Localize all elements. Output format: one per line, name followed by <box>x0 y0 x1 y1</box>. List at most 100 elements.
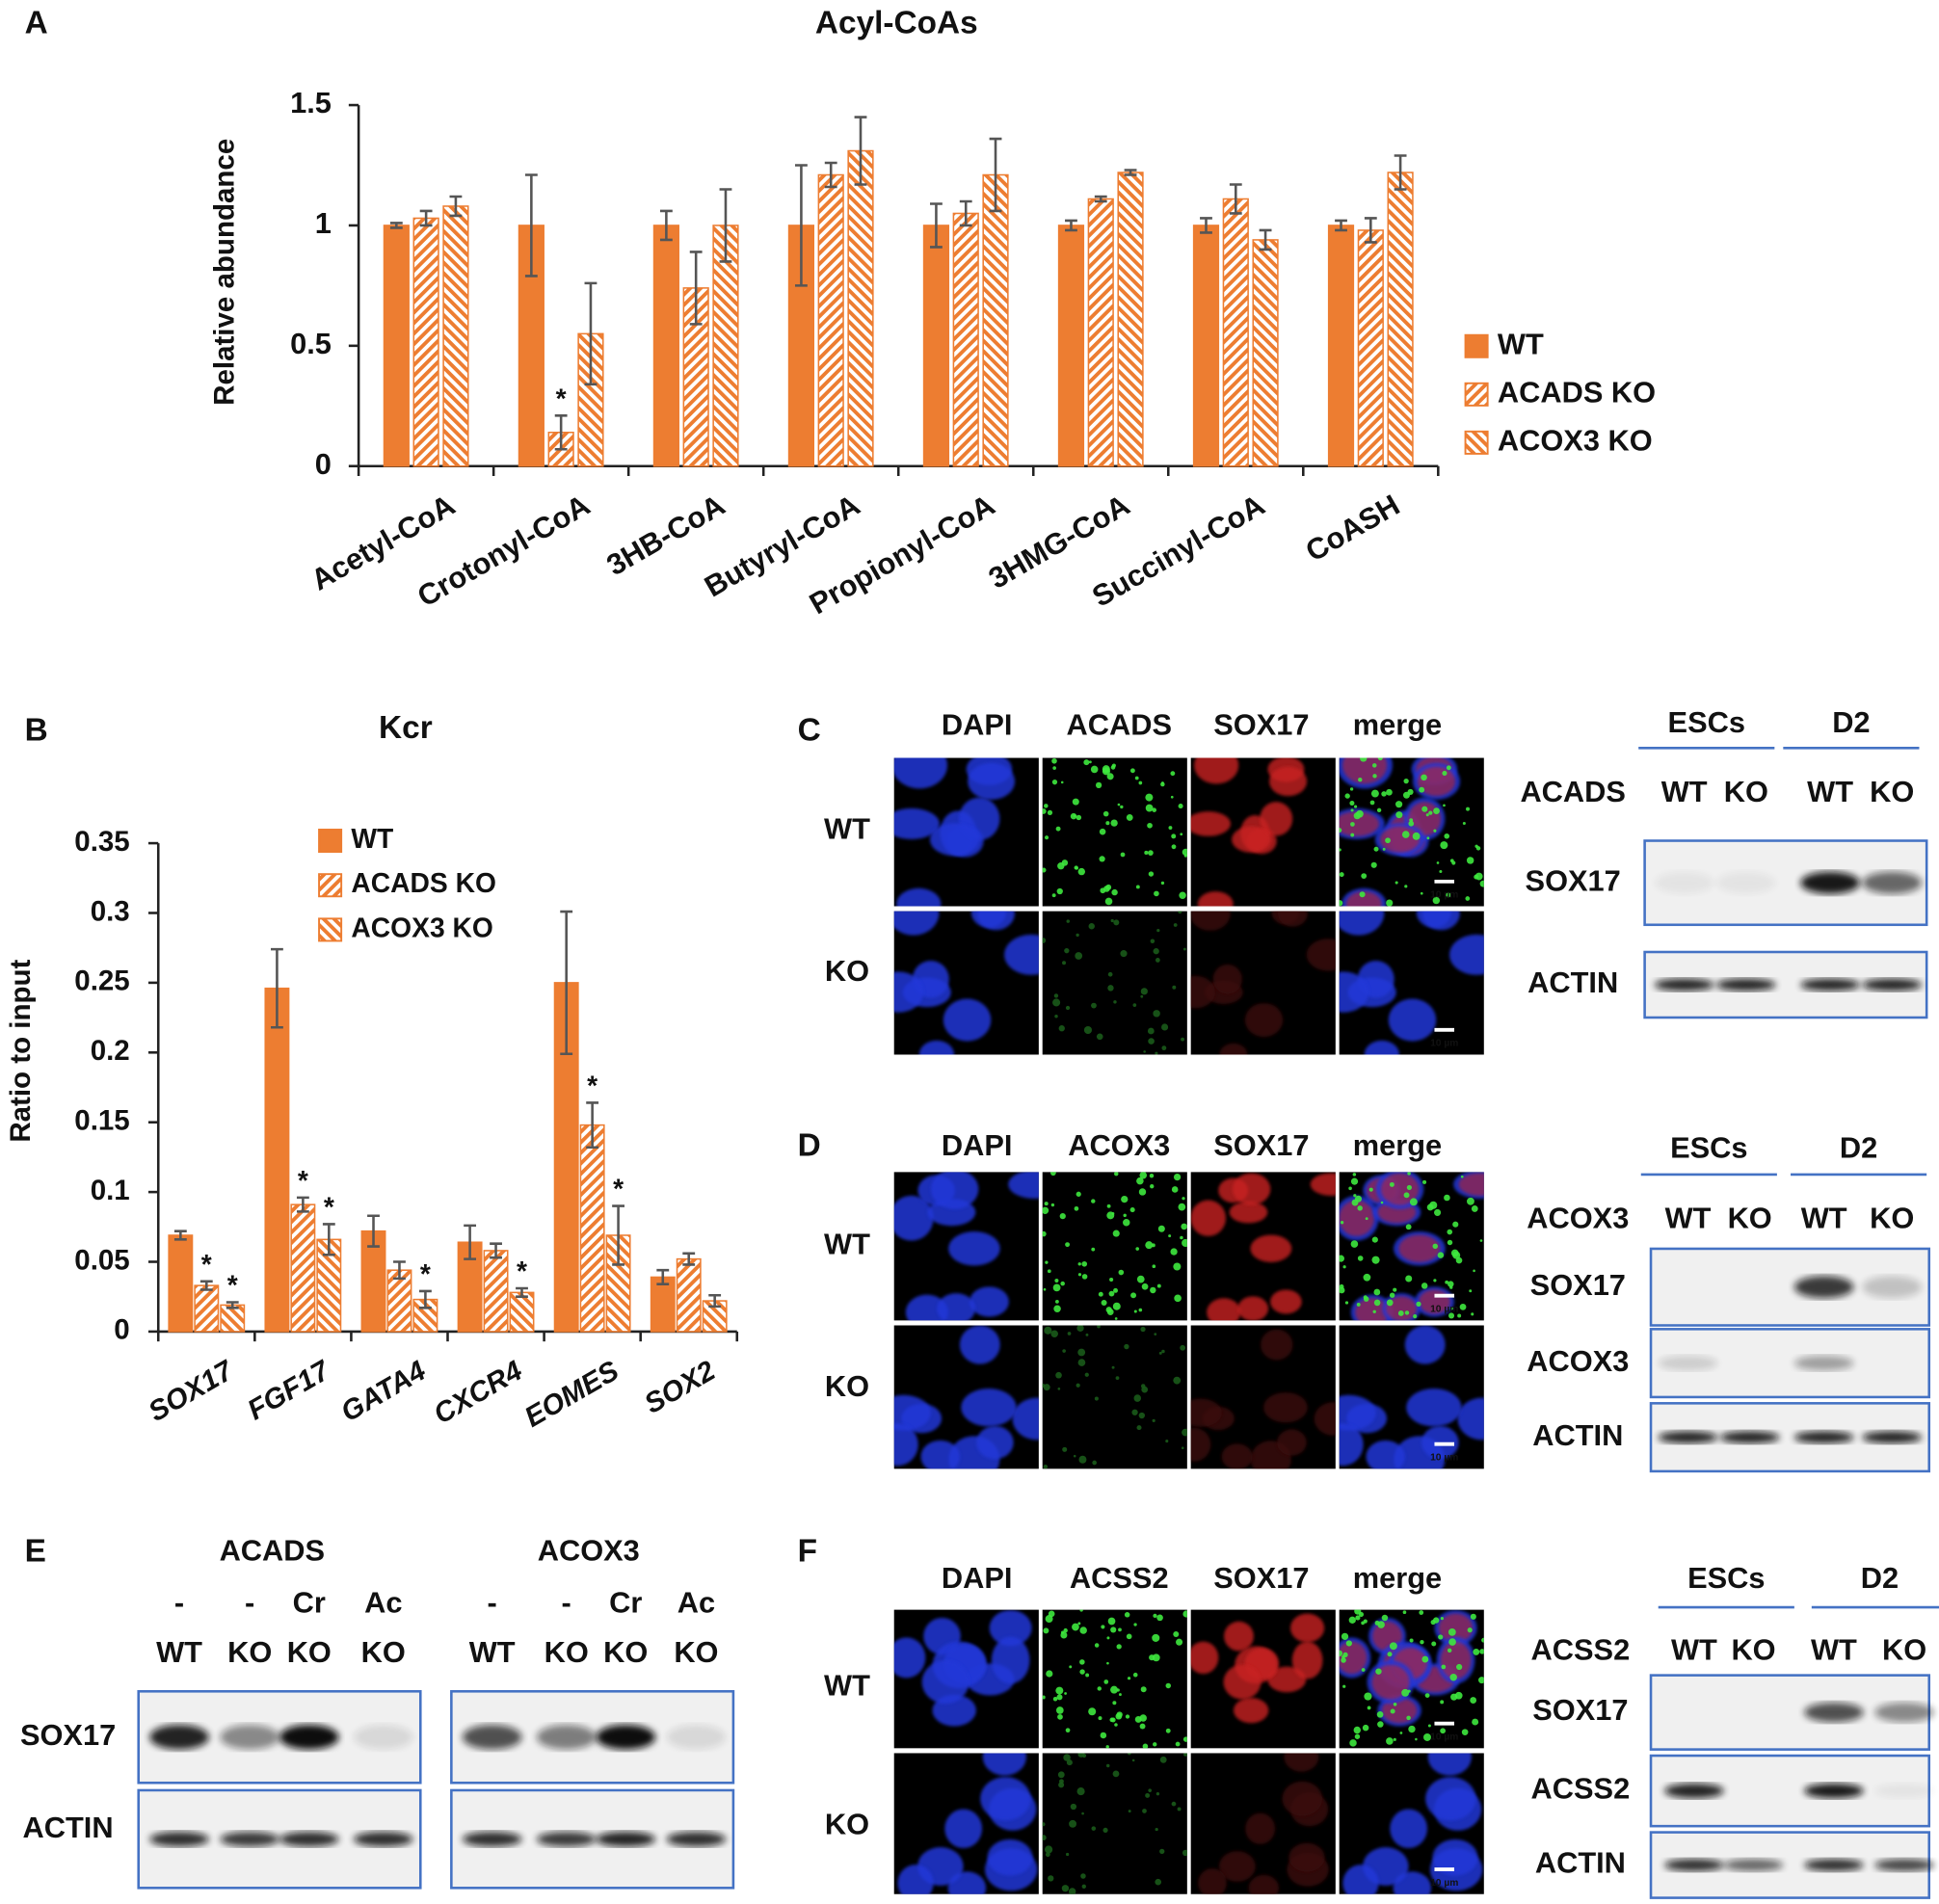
protein-dot <box>1136 1425 1142 1431</box>
bar <box>847 149 874 467</box>
protein-dot <box>1360 757 1368 762</box>
protein-dot <box>1457 1313 1462 1318</box>
protein-dot <box>1171 1186 1179 1193</box>
protein-dot <box>1052 1697 1058 1702</box>
error-bar <box>490 1242 502 1259</box>
protein-dot <box>1339 1255 1344 1262</box>
protein-dot <box>1440 1617 1444 1621</box>
protein-dot <box>1433 1279 1437 1283</box>
protein-dot <box>1054 1014 1058 1018</box>
protein-dot <box>1114 1317 1118 1320</box>
protein-dot <box>1112 1701 1117 1706</box>
blot-band <box>279 1724 339 1750</box>
protein-dot <box>1043 1464 1049 1469</box>
sox17-signal <box>1260 1329 1293 1361</box>
protein-dot <box>1136 1275 1145 1283</box>
protein-dot <box>1405 1224 1412 1230</box>
y-tick-label: 0.05 <box>74 1244 129 1276</box>
protein-dot <box>1403 779 1409 784</box>
protein-dot <box>1440 1728 1447 1734</box>
protein-dot <box>1077 1262 1081 1266</box>
legend-swatch <box>318 829 343 854</box>
protein-dot <box>1387 1652 1393 1657</box>
cells <box>1042 757 1187 906</box>
sox17-signal <box>1224 1621 1254 1652</box>
cells <box>1339 757 1484 907</box>
protein-dot <box>1044 1202 1049 1206</box>
protein-dot <box>1153 948 1159 955</box>
blot-band <box>1793 1431 1854 1444</box>
protein-dot <box>1133 1309 1137 1313</box>
protein-dot <box>1459 1303 1467 1310</box>
blot-row-label: SOX17 <box>1530 1268 1626 1302</box>
nucleus <box>1012 1397 1039 1441</box>
protein-dot <box>1413 1314 1418 1319</box>
blot-row-label: ACTIN <box>1532 1418 1623 1452</box>
protein-dot <box>1109 1717 1115 1723</box>
row-label: WT <box>824 1669 870 1703</box>
blot-row-label: SOX17 <box>20 1718 116 1752</box>
bar <box>1222 198 1249 467</box>
protein-dot <box>1145 1792 1151 1798</box>
protein-dot <box>1077 867 1086 876</box>
significance-mark: * <box>227 1270 238 1301</box>
protein-dot <box>1091 1247 1096 1252</box>
protein-dot <box>1140 1384 1146 1388</box>
protein-dot <box>1157 1225 1165 1232</box>
nucleus <box>1366 1440 1405 1469</box>
stain-label: DAPI <box>942 1561 1013 1595</box>
protein-dot <box>1407 1172 1411 1176</box>
protein-dot <box>1448 1638 1456 1646</box>
protein-dot <box>1052 998 1061 1007</box>
protein-dot <box>1141 1283 1149 1290</box>
nucleus <box>1339 1394 1376 1431</box>
protein-dot <box>1156 1283 1161 1288</box>
protein-dot <box>1449 859 1454 863</box>
protein-dot <box>1097 1325 1101 1329</box>
nucleus <box>968 762 1016 800</box>
micrograph <box>893 1172 1039 1321</box>
sox17-signal <box>1371 1664 1410 1700</box>
protein-dot <box>1072 1623 1079 1631</box>
row-label: KO <box>825 1369 869 1403</box>
protein-dot <box>1076 1383 1080 1388</box>
protein-dot <box>1173 1630 1180 1637</box>
sox17-signal <box>1218 1851 1256 1883</box>
sox17-signal <box>1197 891 1234 907</box>
bar <box>650 1276 676 1333</box>
nucleus <box>1339 1423 1364 1467</box>
protein-dot <box>1438 1634 1444 1640</box>
legend-label: ACADS KO <box>1498 375 1656 409</box>
protein-dot <box>1042 1383 1046 1388</box>
micrograph <box>1042 1172 1187 1321</box>
protein-dot <box>1356 1302 1361 1307</box>
protein-dot <box>1123 1213 1127 1218</box>
blot-band <box>1804 1859 1864 1871</box>
lane-label: WT <box>156 1635 202 1669</box>
blot-band <box>1804 1702 1864 1723</box>
protein-dot <box>1155 1791 1160 1796</box>
protein-dot <box>1148 1038 1155 1045</box>
protein-dot <box>1389 1181 1394 1187</box>
protein-dot <box>1076 1325 1084 1332</box>
sox17-signal <box>1277 1429 1307 1456</box>
blot-group: D2 <box>1840 1130 1877 1164</box>
protein-dot <box>1065 1005 1071 1011</box>
sox17-signal <box>1190 1398 1223 1428</box>
protein-dot <box>1432 896 1441 905</box>
nucleus <box>977 911 1015 931</box>
protein-dot <box>1449 1673 1457 1681</box>
bar <box>1327 225 1355 467</box>
bar <box>1192 225 1220 467</box>
protein-dot <box>1081 1753 1087 1759</box>
lane-label: WT <box>1661 775 1708 808</box>
stain-label: ACOX3 <box>1068 1128 1170 1162</box>
legend-label: WT <box>351 823 393 854</box>
protein-dot <box>1479 1239 1483 1242</box>
protein-dot <box>1102 810 1109 817</box>
protein-dot <box>1474 844 1478 848</box>
protein-dot <box>1127 1677 1131 1680</box>
nucleus <box>1421 911 1460 931</box>
protein-dot <box>1063 1754 1071 1761</box>
sox17-signal <box>1288 1842 1325 1872</box>
